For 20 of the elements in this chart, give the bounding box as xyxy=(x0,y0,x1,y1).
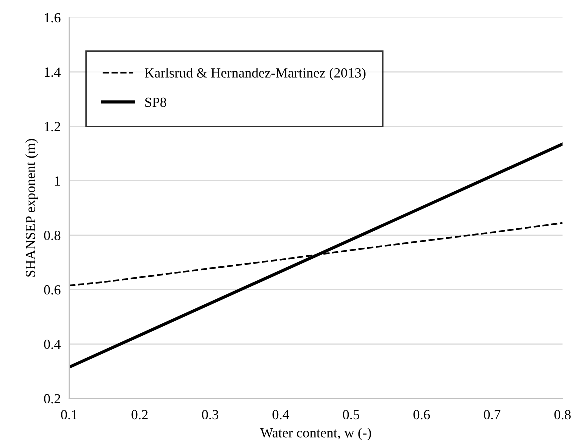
legend-label: SP8 xyxy=(146,98,166,108)
x-tick-label: 0.3 xyxy=(202,410,219,420)
x-axis-title: Water content, w (-) xyxy=(260,428,372,441)
y-tick-label: 0.4 xyxy=(44,340,61,350)
y-tick-label: 0.6 xyxy=(44,285,61,295)
x-tick-label: 0.8 xyxy=(554,410,571,420)
x-tick-label: 0.7 xyxy=(484,410,501,420)
y-tick-label: 1 xyxy=(55,176,60,186)
y-tick-label: 1.6 xyxy=(45,13,61,23)
y-tick-label: 0.2 xyxy=(44,394,60,404)
x-tick-label: 0.4 xyxy=(272,410,290,420)
y-tick-label: 1.2 xyxy=(45,122,60,132)
legend-label: Karlsrud & Hernandez-Martinez (2013) xyxy=(145,68,366,81)
x-tick-label: 0.1 xyxy=(61,410,78,420)
y-tick-label: 1.4 xyxy=(45,68,61,78)
x-tick-label: 0.5 xyxy=(343,410,360,420)
x-tick-label: 0.6 xyxy=(414,410,430,420)
y-axis-title: SHANSEP exponent (m) xyxy=(26,139,38,277)
y-tick-label: 0.8 xyxy=(44,231,61,240)
x-tick-label: 0.2 xyxy=(132,410,148,420)
